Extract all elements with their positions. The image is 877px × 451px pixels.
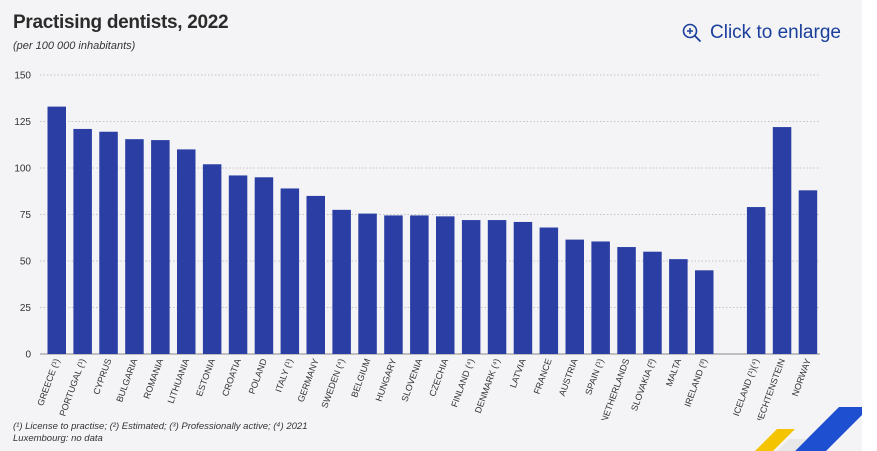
x-tick-label: FRANCE bbox=[532, 357, 554, 395]
x-tick-label: LITHUANIA bbox=[166, 357, 191, 405]
y-tick-label: 125 bbox=[14, 117, 31, 128]
x-tick-label: BELGIUM bbox=[349, 357, 372, 398]
x-tick-label: BULGARIA bbox=[114, 357, 139, 403]
x-tick-label: GERMANY bbox=[296, 357, 321, 403]
y-tick-label: 25 bbox=[20, 303, 32, 314]
bar bbox=[436, 216, 455, 354]
x-tick-label: AUSTRIA bbox=[557, 357, 580, 397]
bar bbox=[772, 127, 792, 354]
bar-chart: 0 25 50 75 100 125 150 GREECE (¹)PORTUGAL (¹) CY… bbox=[14, 71, 820, 420]
bar bbox=[539, 227, 559, 354]
bar bbox=[151, 140, 170, 354]
bar bbox=[280, 188, 300, 354]
x-tick-label: NETHERLANDS bbox=[599, 357, 631, 420]
x-tick-label: SLOVAKIA (²) bbox=[629, 357, 657, 412]
x-tick-label: HUNGARY bbox=[374, 357, 399, 403]
x-tick-label: SWEDEN (⁴) bbox=[319, 357, 346, 409]
x-tick-label: POLAND bbox=[247, 357, 269, 396]
bar bbox=[643, 251, 662, 354]
y-tick-label: 150 bbox=[14, 71, 31, 82]
bar bbox=[99, 131, 118, 354]
bar bbox=[461, 220, 481, 354]
bar bbox=[73, 128, 92, 354]
x-tick-label: LATVIA bbox=[508, 357, 528, 389]
footnote-line: (¹) License to practise; (²) Estimated; … bbox=[13, 421, 308, 432]
bar bbox=[332, 209, 351, 354]
y-tick-label: 100 bbox=[14, 164, 31, 175]
x-tick-label: NORWAY bbox=[790, 357, 813, 397]
bar bbox=[410, 215, 429, 354]
bar bbox=[669, 259, 688, 354]
bar bbox=[228, 175, 248, 354]
footnote: (¹) License to practise; (²) Estimated; … bbox=[13, 421, 308, 445]
y-tick-label: 50 bbox=[20, 257, 32, 268]
bar bbox=[384, 215, 403, 354]
bar bbox=[565, 239, 584, 354]
zoom-in-icon bbox=[682, 23, 701, 42]
bar bbox=[254, 177, 274, 354]
eurostat-corner-logo bbox=[755, 407, 862, 451]
x-tick-label: CZECHIA bbox=[427, 357, 450, 398]
x-tick-label: ROMANIA bbox=[141, 357, 165, 400]
bar bbox=[306, 195, 325, 354]
y-tick-label: 0 bbox=[25, 350, 31, 361]
footnote-line: Luxembourg: no data bbox=[13, 433, 103, 444]
x-tick-label: MALTA bbox=[664, 357, 683, 387]
bar bbox=[177, 149, 196, 354]
bar bbox=[746, 207, 766, 354]
bar bbox=[202, 164, 222, 354]
enlarge-label: Click to enlarge bbox=[710, 22, 841, 43]
x-tick-label: ITALY (¹) bbox=[273, 357, 294, 393]
x-tick-label: GREECE (¹) bbox=[35, 357, 61, 407]
x-tick-label: PORTUGAL (¹) bbox=[57, 357, 87, 417]
x-tick-label: IRELAND (³) bbox=[682, 357, 709, 408]
x-tick-label: DENMARK (⁴) bbox=[473, 357, 502, 414]
chart-subtitle: (per 100 000 inhabitants) bbox=[13, 40, 136, 52]
enlarge-button[interactable]: Click to enlarge bbox=[682, 22, 841, 44]
bar bbox=[591, 241, 610, 354]
bar bbox=[513, 221, 533, 354]
bar bbox=[617, 247, 636, 354]
x-tick-label: FINLAND (⁴) bbox=[449, 357, 476, 408]
bar bbox=[47, 106, 66, 354]
bar bbox=[798, 190, 818, 354]
x-tick-label: CYPRUS bbox=[91, 357, 113, 396]
bar bbox=[487, 220, 507, 354]
x-tick-label: SLOVENIA bbox=[399, 357, 424, 403]
chart-title: Practising dentists, 2022 bbox=[13, 12, 229, 33]
x-tick-label: CROATIA bbox=[220, 357, 243, 397]
x-tick-label: ESTONIA bbox=[194, 357, 217, 397]
bar bbox=[358, 213, 377, 354]
y-tick-label: 75 bbox=[20, 210, 32, 221]
bar bbox=[695, 270, 714, 354]
x-tick-label: SPAIN (¹) bbox=[583, 357, 605, 396]
bar bbox=[125, 139, 144, 354]
